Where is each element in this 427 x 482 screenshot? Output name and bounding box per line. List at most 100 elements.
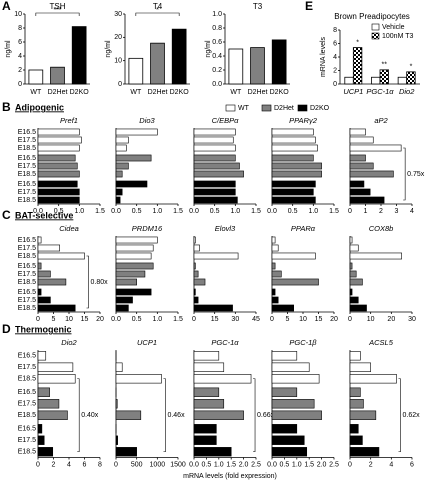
x-tick-label: 0 [348,461,352,468]
significance-label: *** [53,7,61,14]
fold-bracket [77,378,80,453]
y-tick-label: 0.6 [212,39,222,46]
bar [349,180,365,188]
fold-bracket [403,147,406,201]
bar [28,69,44,85]
bar [349,262,353,270]
bar [37,144,80,152]
x-tick-label: 2 [379,208,383,215]
bar [37,410,68,420]
bar [37,196,80,204]
gene-title: Dio3 [139,116,155,125]
bar [349,196,385,204]
x-tick-label: 15 [81,316,89,323]
gene-title: PGC-1α [211,338,239,347]
bar [193,144,236,152]
bar [271,144,318,152]
x-tick-label: 1.5 [251,208,261,215]
x-tick-label: 1.5 [304,461,314,468]
x-tick-label: 1.5 [95,208,105,215]
y-tick-label: 0 [18,81,22,88]
y-tick-label: E17.5 [18,137,36,144]
bar [349,154,366,162]
bar [193,447,232,457]
significance-bracket [135,12,180,16]
x-tick-label: 0.0 [33,208,43,215]
bar [228,48,244,85]
bar [150,42,165,85]
bar [115,304,129,312]
gene-title: PRDM16 [132,224,163,233]
bar [349,296,359,304]
bar [115,180,148,188]
x-tick-label: 0.5 [210,208,220,215]
y-tick-label: 0.0 [212,81,222,88]
bar [115,136,129,144]
y-tick-label: E18.5 [18,449,36,456]
bar [193,244,200,252]
x-tick-label: 3 [395,208,399,215]
x-tick-label: 2.5 [251,461,261,468]
bar [115,144,127,152]
bar [37,447,54,457]
bar [349,244,359,252]
y-tick-label: 30 [114,11,122,18]
legend-label: 100nM T3 [382,33,413,40]
y-tick-label: 0.8 [212,25,222,32]
bar [37,278,67,286]
x-tick-label: 0.0 [267,461,277,468]
x-tick-label: 0.5 [132,208,142,215]
bar [271,154,314,162]
legend-label: Vehicle [382,24,405,31]
x-tick-label: 1.0 [230,208,240,215]
bar [271,351,298,361]
x-tick-label: 1500 [170,461,186,468]
x-tick-label: 20 [96,316,104,323]
x-tick-label: 2.0 [317,461,327,468]
bar [271,288,276,296]
bar [115,374,162,384]
panel-label: B [2,100,11,114]
bar [349,387,361,397]
y-tick-label: 2 [18,67,22,74]
bar [271,128,314,136]
x-tick-label: 2 [52,461,56,468]
bar [193,410,244,420]
gene-title: Cidea [59,224,79,233]
bar [37,304,76,312]
x-tick-label: 15 [315,316,323,323]
significance-label: ** [382,62,388,69]
x-tick-label: D2Het [148,89,168,96]
gene-title: ACSL5 [368,338,394,347]
x-tick-label: 0 [36,461,40,468]
y-tick-label: E17.5 [18,401,36,408]
x-tick-label: 1.0 [308,208,318,215]
bar [115,162,129,170]
gene-title: COX8b [369,224,394,233]
bar [271,270,282,278]
bar [271,252,316,260]
x-tick-label: 0.0 [189,461,199,468]
x-tick-label: WT [130,89,142,96]
bar [271,387,298,397]
x-tick-label: Dio2 [399,87,415,96]
bar [37,399,60,409]
x-tick-label: D2KO [170,89,190,96]
bar [37,236,42,244]
chart-title: TSH [50,2,66,11]
bar [193,180,236,188]
x-tick-label: 1 [364,208,368,215]
x-tick-label: 0 [348,208,352,215]
y-tick-label: E16.5 [18,353,36,360]
x-tick-label: 30 [231,316,239,323]
bar [379,69,389,85]
x-tick-label: 1.0 [214,461,224,468]
section-title: BAT-selective [15,210,73,220]
bar [193,296,199,304]
bar [271,362,310,372]
y-tick-label: 4 [333,54,337,61]
x-tick-label: 10 [65,316,73,323]
bar [349,447,380,457]
bar [193,387,220,397]
bar [193,162,240,170]
